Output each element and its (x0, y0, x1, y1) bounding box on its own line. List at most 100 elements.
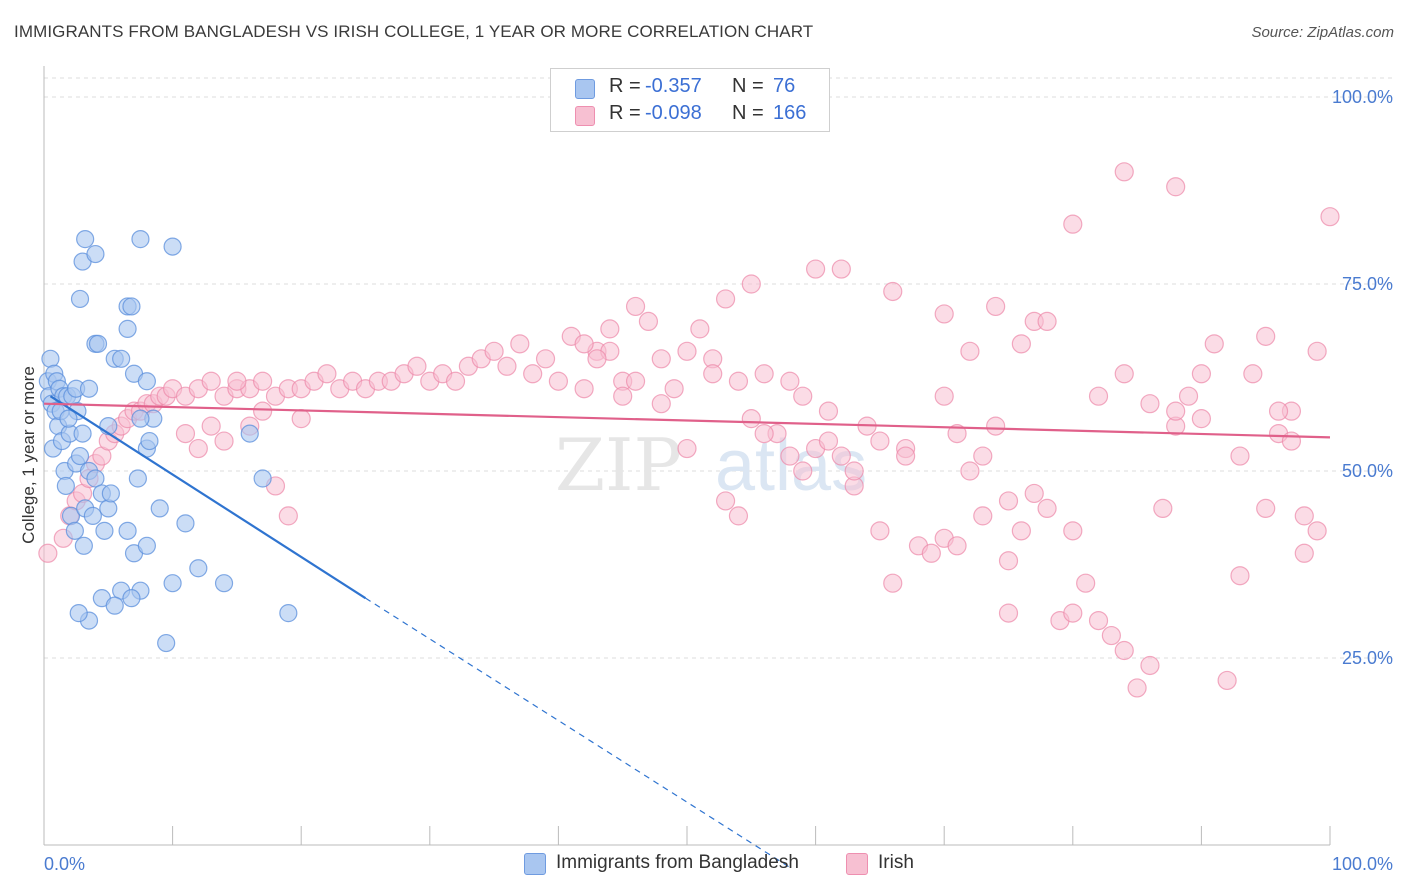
irish-point (548, 371, 569, 391)
irish-point (690, 319, 710, 339)
irish-point (664, 379, 684, 399)
irish-points (38, 162, 1340, 698)
bangladesh-point (69, 604, 88, 623)
bangladesh-point (74, 536, 93, 555)
bangladesh-point (137, 536, 156, 555)
legend-n-value: 76 (773, 75, 796, 97)
bangladesh-point (240, 424, 259, 443)
irish-trend-line (43, 402, 1331, 439)
irish-point (741, 274, 761, 294)
irish-point (883, 281, 903, 302)
irish-point (1230, 446, 1250, 466)
tick-labels: 25.0% 50.0% 75.0% 100.0% 0.0% 100.0% (44, 87, 1393, 874)
irish-point (600, 319, 620, 339)
irish-point (1166, 401, 1186, 421)
irish-point (510, 334, 530, 354)
irish-point (973, 506, 993, 526)
irish-point (638, 311, 659, 331)
bangladesh-point (140, 431, 159, 451)
irish-point (1178, 386, 1199, 406)
irish-point (38, 543, 58, 563)
bangladesh-point (131, 230, 150, 249)
bangladesh-point (131, 409, 150, 428)
bangladesh-point (70, 446, 90, 466)
x-tick-label-start: 0.0% (44, 854, 85, 874)
bangladesh-point (73, 424, 92, 443)
irish-point (998, 603, 1019, 623)
irish-point (1230, 566, 1250, 586)
irish-point (1166, 177, 1186, 197)
bangladesh-point (101, 484, 120, 503)
irish-point (1011, 334, 1031, 354)
bangladesh-point (163, 574, 182, 593)
irish-point (523, 364, 543, 384)
bottom-legend-swatch-irish (846, 853, 868, 875)
bangladesh-point (56, 476, 75, 496)
legend-swatch-irish (575, 106, 595, 126)
bangladesh-point (122, 297, 141, 316)
irish-point (728, 506, 749, 526)
irish-point (1076, 573, 1096, 593)
watermark-zip: ZIP (555, 423, 682, 507)
irish-point (973, 446, 993, 466)
irish-point (793, 461, 813, 481)
irish-point (484, 341, 504, 361)
irish-point (1191, 409, 1212, 429)
irish-point (317, 364, 337, 384)
irish-point (1114, 364, 1134, 384)
irish-point (793, 386, 813, 406)
bangladesh-point (176, 514, 195, 533)
irish-point (947, 424, 967, 444)
legend-n-label: N = (732, 75, 764, 97)
irish-point (1153, 498, 1173, 518)
irish-point (921, 543, 941, 563)
bangladesh-point (253, 469, 272, 488)
irish-point (870, 521, 890, 541)
irish-point (1037, 498, 1057, 518)
irish-point (1101, 625, 1121, 646)
irish-point (587, 349, 607, 369)
irish-point (998, 491, 1019, 511)
irish-point (535, 349, 556, 369)
irish-point (677, 341, 697, 361)
irish-point (1307, 521, 1327, 541)
legend-n-label: N = (732, 102, 764, 124)
irish-point (407, 356, 427, 376)
irish-point (947, 536, 967, 556)
irish-point (201, 371, 221, 391)
legend-r-label: R = (609, 75, 641, 97)
legend-r-value: -0.357 (645, 75, 702, 97)
bangladesh-point (70, 289, 90, 309)
irish-point (677, 438, 697, 459)
irish-point (574, 334, 594, 354)
irish-point (1063, 603, 1083, 623)
legend-n-value: 166 (773, 102, 807, 124)
irish-point (934, 386, 954, 406)
bangladesh-point (112, 349, 131, 368)
irish-point (1088, 610, 1109, 631)
bangladesh-point (41, 349, 60, 368)
irish-point (1140, 655, 1160, 676)
irish-point (934, 304, 954, 324)
irish-point (188, 438, 208, 459)
irish-point (780, 371, 800, 391)
irish-point (960, 461, 980, 481)
trend-lines (43, 395, 1331, 868)
irish-point (1140, 394, 1160, 414)
bangladesh-point (118, 319, 137, 338)
irish-point (986, 296, 1006, 317)
irish-point (715, 491, 736, 511)
irish-point (780, 446, 800, 466)
irish-point (201, 416, 221, 436)
irish-point (818, 431, 839, 451)
bangladesh-point (157, 633, 176, 653)
irish-point (625, 371, 646, 391)
irish-point (497, 356, 517, 376)
bangladesh-point (88, 334, 108, 353)
irish-point (1127, 678, 1147, 698)
bangladesh-point (59, 409, 78, 428)
irish-point (291, 409, 311, 429)
irish-point (844, 461, 864, 481)
irish-point (1063, 214, 1083, 234)
irish-point (960, 341, 980, 361)
